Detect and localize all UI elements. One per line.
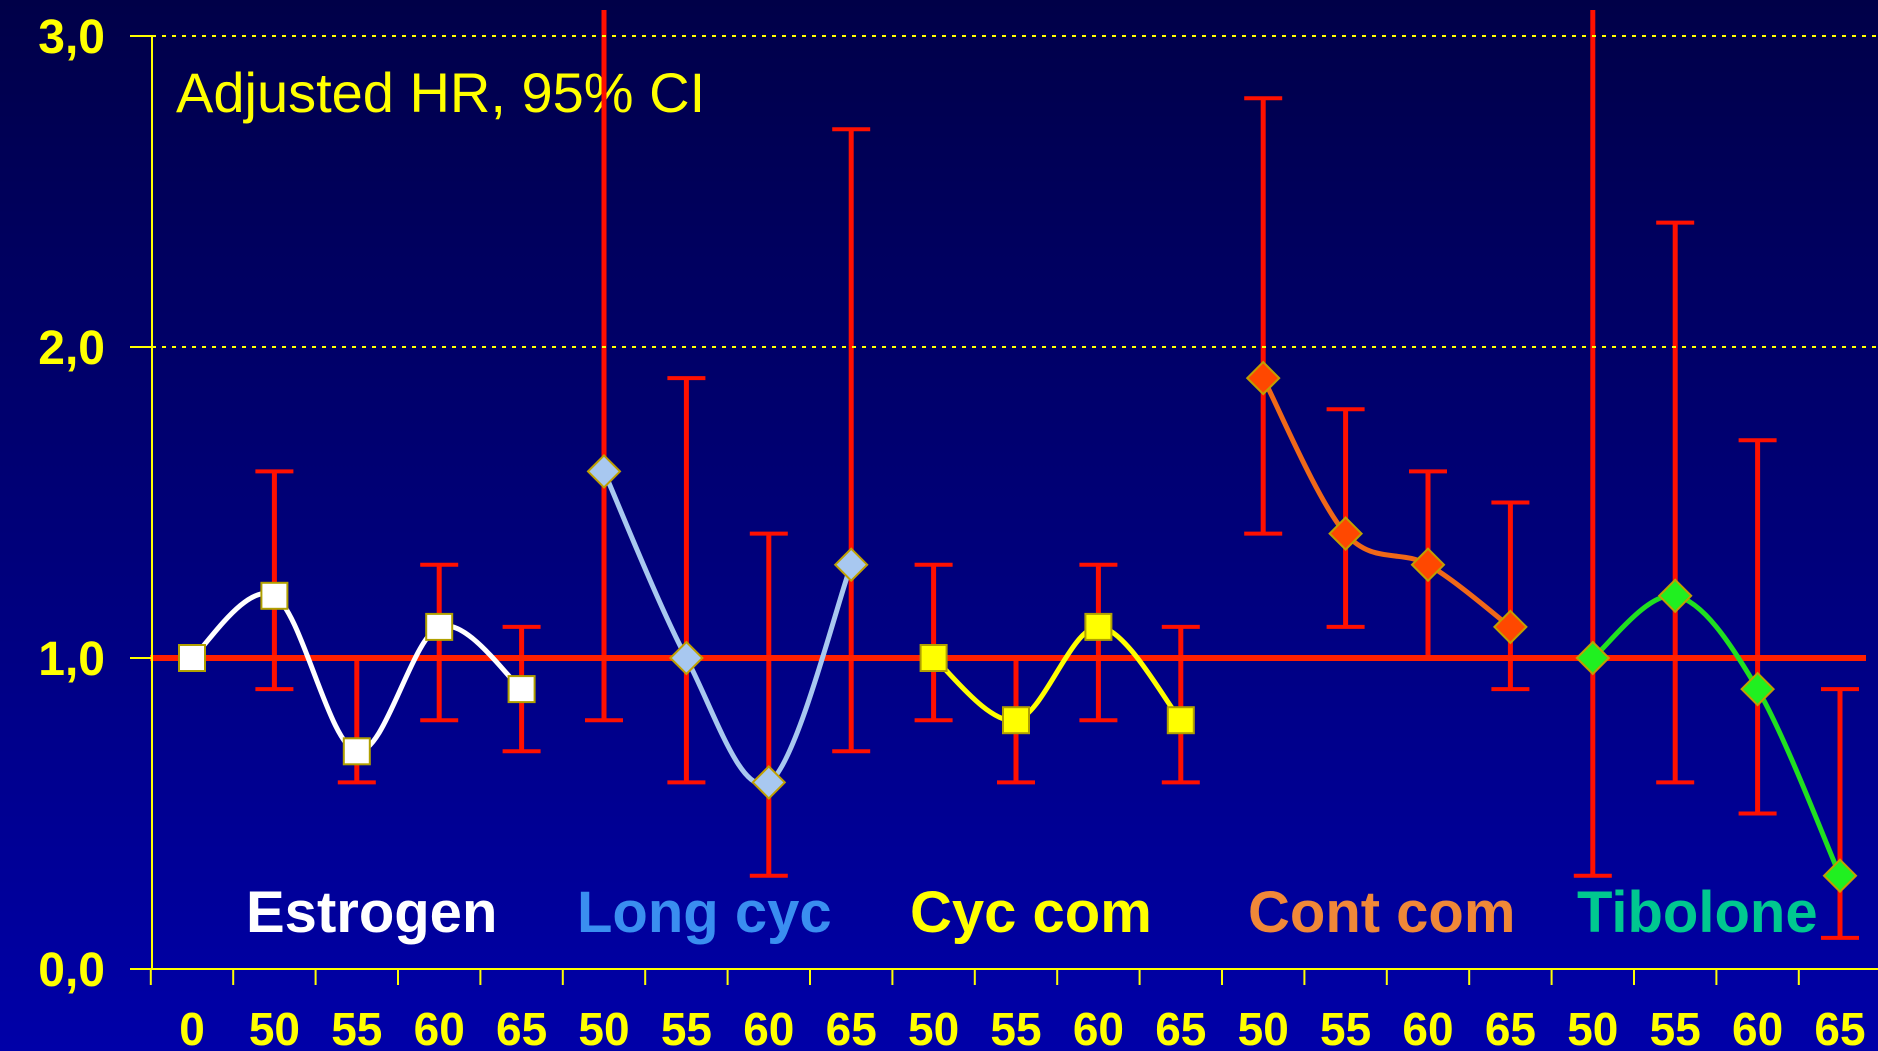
- x-tick-label: 65: [826, 1003, 877, 1051]
- x-tick-label: 50: [1238, 1003, 1289, 1051]
- error-bar: [420, 562, 459, 723]
- x-tick-label: 65: [496, 1003, 547, 1051]
- error-bar: [1244, 96, 1283, 536]
- x-tick-label: 50: [908, 1003, 959, 1051]
- x-tick-label: 55: [331, 1003, 382, 1051]
- x-tick-label: 65: [1155, 1003, 1206, 1051]
- y-tick-label: 2,0: [38, 322, 105, 375]
- x-tick-label: 65: [1485, 1003, 1536, 1051]
- legend-label: Cont com: [1248, 880, 1515, 945]
- marker: [919, 644, 948, 672]
- marker: [178, 644, 206, 672]
- error-bar: [749, 531, 788, 878]
- error-bar: [1573, 10, 1612, 878]
- x-tick-label: 60: [1402, 1003, 1453, 1051]
- series-line: [931, 624, 1183, 723]
- x-tick-label: 65: [1814, 1003, 1865, 1051]
- error-bar: [1079, 562, 1118, 723]
- error-bar: [1161, 624, 1200, 785]
- error-bar: [1821, 687, 1859, 940]
- marker: [1084, 612, 1113, 641]
- error-bar: [255, 469, 294, 692]
- marker: [586, 453, 622, 489]
- error-bar: [914, 562, 953, 723]
- marker: [260, 581, 289, 610]
- series-line: [1260, 376, 1512, 629]
- marker: [1492, 609, 1528, 645]
- annotation: Adjusted HR, 95% CI: [176, 61, 705, 124]
- x-tick-label: 55: [1650, 1003, 1701, 1051]
- marker: [1822, 858, 1858, 894]
- marker: [1740, 671, 1776, 707]
- error-bar: [667, 376, 706, 785]
- y-tick-label: 0,0: [38, 944, 105, 997]
- x-tick-label: 50: [578, 1003, 629, 1051]
- legend-label: Estrogen: [246, 880, 497, 945]
- marker: [507, 675, 536, 704]
- marker: [342, 737, 371, 766]
- x-tick-label: 55: [661, 1003, 712, 1051]
- marker: [1410, 547, 1446, 583]
- legend-label: Long cyc: [577, 880, 832, 945]
- marker: [668, 640, 704, 676]
- marker: [1002, 706, 1030, 735]
- error-bar: [832, 127, 871, 754]
- marker: [1657, 578, 1693, 614]
- x-tick-label: 50: [1567, 1003, 1618, 1051]
- x-tick-label: 60: [743, 1003, 794, 1051]
- x-tick-label: 60: [1073, 1003, 1124, 1051]
- marker: [1166, 706, 1195, 735]
- x-tick-label: 55: [990, 1003, 1041, 1051]
- marker: [1575, 640, 1611, 676]
- error-bar: [1656, 220, 1695, 785]
- plot-area: [150, 10, 1866, 940]
- x-tick-label: 55: [1320, 1003, 1371, 1051]
- y-tick-label: 1,0: [38, 633, 105, 686]
- x-tick-label: 60: [1732, 1003, 1783, 1051]
- x-tick-label: 60: [414, 1003, 465, 1051]
- series-line: [1591, 593, 1843, 877]
- marker: [833, 547, 869, 583]
- error-bar: [585, 10, 623, 723]
- marker: [425, 612, 454, 641]
- legend-label: Cyc com: [910, 880, 1152, 945]
- marker: [1328, 516, 1364, 552]
- series-line: [601, 470, 854, 787]
- x-tick-label: 0: [179, 1003, 205, 1051]
- y-tick-label: 3,0: [38, 11, 105, 64]
- x-tick-label: 50: [249, 1003, 300, 1051]
- marker: [751, 764, 787, 800]
- error-bar: [1738, 438, 1777, 816]
- marker: [1245, 360, 1281, 396]
- legend-label: Tibolone: [1577, 880, 1818, 945]
